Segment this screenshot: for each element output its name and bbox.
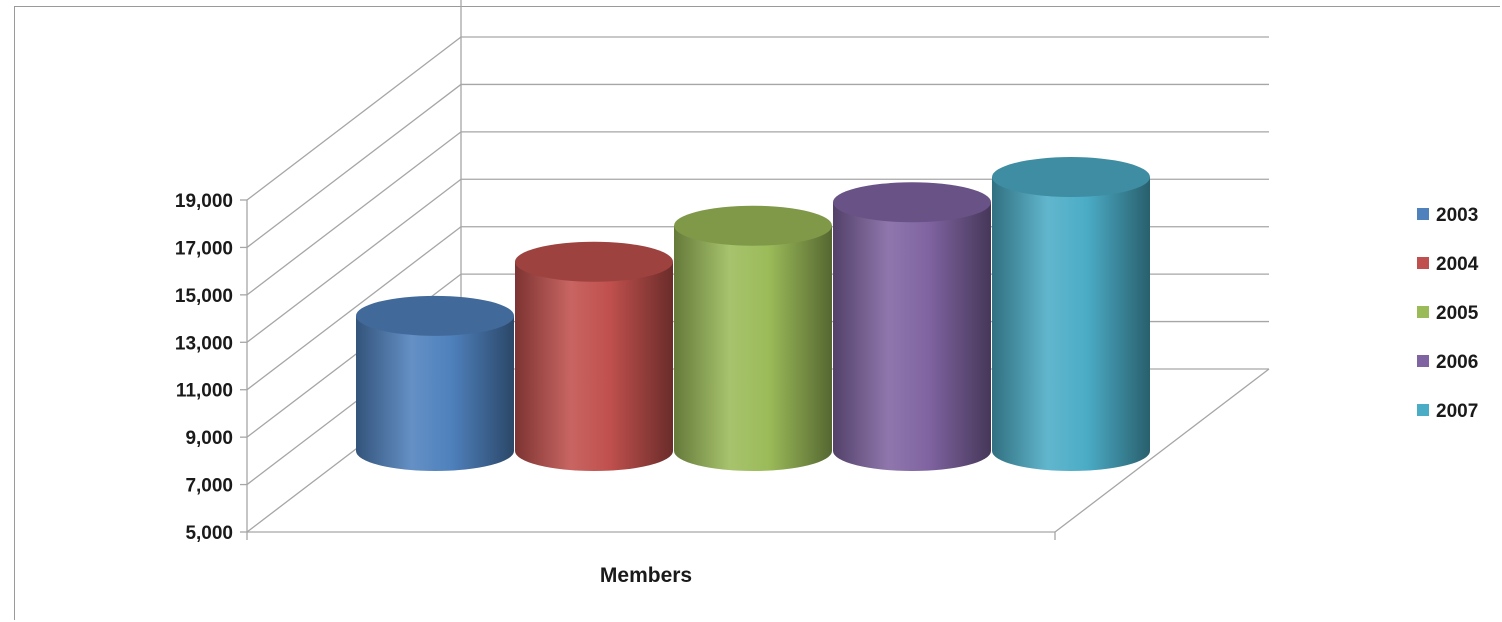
bar-body-2003	[356, 315, 514, 471]
y-tick-label: 19,000	[175, 191, 233, 212]
legend-swatch	[1417, 208, 1429, 220]
gridline-side	[246, 131, 462, 296]
gridline-side	[246, 36, 462, 201]
legend-swatch	[1417, 257, 1429, 269]
bar-top-2003	[356, 295, 514, 336]
legend-item-2005: 2005	[1417, 303, 1479, 324]
x-category-label: Members	[600, 564, 692, 587]
legend-label: 2004	[1436, 254, 1479, 275]
bar-2005	[674, 205, 832, 471]
y-tick-label: 5,000	[185, 523, 233, 544]
legend-label: 2005	[1436, 303, 1479, 324]
bar-body-2004	[515, 261, 673, 471]
bar-2006	[833, 182, 991, 471]
floor-right-edge	[1054, 368, 1270, 533]
bar-body-2007	[992, 177, 1150, 472]
bar-layer	[356, 157, 1150, 472]
y-tick-label: 11,000	[176, 381, 233, 402]
bar-2007	[992, 157, 1150, 472]
legend: 2003 2004 2005 2006 2007	[1417, 205, 1479, 422]
legend-item-2003: 2003	[1417, 205, 1478, 226]
legend-label: 2003	[1436, 205, 1478, 226]
legend-item-2007: 2007	[1417, 401, 1478, 422]
legend-label: 2007	[1436, 401, 1478, 422]
bar-top-2006	[833, 182, 991, 223]
bar-2003	[356, 295, 514, 471]
legend-item-2004: 2004	[1417, 254, 1479, 275]
chart-area	[14, 6, 1500, 620]
y-tick-label: 17,000	[175, 238, 233, 259]
bar-2004	[515, 241, 673, 471]
y-tick-label: 7,000	[185, 476, 233, 497]
legend-swatch	[1417, 404, 1429, 416]
gridline-side	[246, 226, 462, 391]
legend-label: 2006	[1436, 352, 1478, 373]
legend-swatch	[1417, 355, 1429, 367]
bar-top-2005	[674, 205, 832, 246]
y-tick-label: 13,000	[175, 333, 233, 354]
legend-item-2006: 2006	[1417, 352, 1478, 373]
y-tick-label: 15,000	[175, 286, 233, 307]
bar-top-2004	[515, 241, 673, 282]
y-tick-label: 9,000	[185, 428, 233, 449]
gridline-side	[246, 178, 462, 343]
bar-body-2006	[833, 202, 991, 471]
gridline-side	[246, 83, 462, 248]
bar-body-2005	[674, 225, 832, 471]
legend-swatch	[1417, 306, 1429, 318]
bar-top-2007	[992, 157, 1150, 198]
y-axis-ticks: 5,000 7,000 9,000 11,000 13,000 15,000 17,000 1…	[175, 191, 233, 544]
